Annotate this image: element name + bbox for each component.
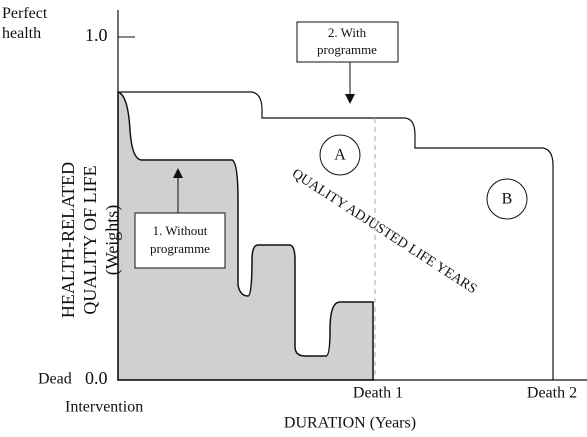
y-title: HEALTH-RELATED QUALITY OF LIFE (Weights) — [58, 162, 123, 318]
with-text: programme — [317, 42, 377, 57]
without-text: 1. Without — [153, 223, 208, 238]
without-box — [134, 212, 226, 269]
label-b: B — [502, 191, 513, 208]
with-programme-line — [118, 91, 554, 380]
y-top-label-line: health — [2, 25, 41, 42]
y-title-line: (Weights) — [102, 205, 123, 276]
label-a: A — [334, 147, 346, 164]
with-box — [296, 21, 399, 63]
with-arrowhead — [345, 94, 355, 104]
x-death2: Death 2 — [527, 385, 577, 402]
circle-b — [486, 178, 528, 220]
y-top-tick: 1.0 — [85, 25, 108, 45]
without-text: programme — [150, 241, 210, 256]
without-arrowhead — [173, 168, 183, 178]
y-top-label: Perfect health — [2, 5, 48, 42]
with-text: 2. With — [328, 25, 367, 40]
y-bottom-tick: 0.0 — [85, 368, 108, 388]
circle-a — [319, 134, 361, 176]
x-start: Intervention — [65, 399, 143, 416]
qaly-label: QUALITY ADJUSTED LIFE YEARS — [289, 166, 479, 297]
y-top-label-line: Perfect — [2, 5, 48, 22]
without-programme-area — [117, 90, 374, 381]
y-bottom-label: Dead — [38, 371, 72, 388]
x-death1: Death 1 — [353, 385, 403, 402]
x-title: DURATION (Years) — [284, 415, 416, 432]
y-title-line: QUALITY OF LIFE — [80, 165, 100, 314]
y-title-line: HEALTH-RELATED — [58, 162, 78, 318]
